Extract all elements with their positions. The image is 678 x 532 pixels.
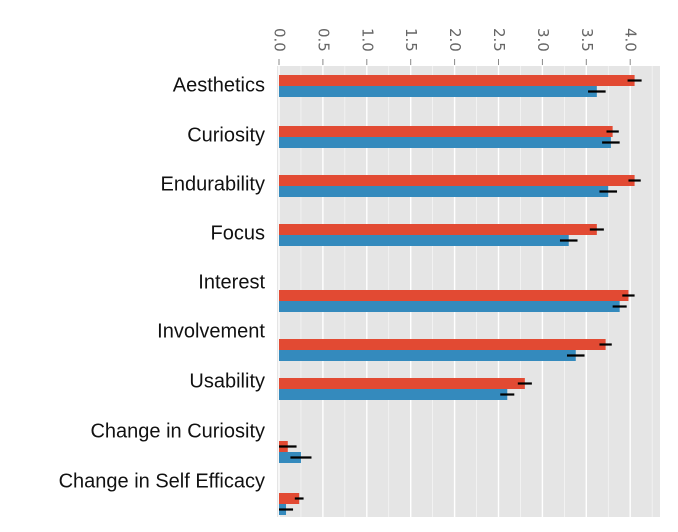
bar — [279, 75, 635, 86]
bar — [279, 339, 606, 350]
category-label: Change in Self Efficacy — [59, 470, 265, 492]
category-label: Endurability — [160, 173, 265, 195]
x-tick-label: 4.0 — [622, 28, 640, 52]
bar — [279, 290, 629, 301]
x-tick-label: 2.5 — [490, 28, 508, 52]
category-label: Focus — [211, 222, 265, 244]
category-label: Usability — [189, 370, 265, 392]
bar — [279, 175, 635, 186]
bar — [279, 378, 525, 389]
x-tick-label: 0.5 — [314, 28, 332, 52]
bar — [279, 224, 597, 235]
x-tick-label: 3.5 — [578, 28, 596, 52]
category-label: Involvement — [157, 320, 265, 342]
bar — [279, 350, 576, 361]
category-label: Interest — [198, 271, 265, 293]
bar — [279, 86, 597, 97]
x-tick-label: 1.0 — [358, 28, 376, 52]
bar — [279, 126, 613, 137]
bar — [279, 301, 620, 312]
category-label: Aesthetics — [173, 74, 265, 96]
x-tick-label: 3.0 — [534, 28, 552, 52]
x-tick-label: 1.5 — [402, 28, 420, 52]
category-label: Change in Curiosity — [90, 420, 265, 442]
category-label: Curiosity — [187, 124, 265, 146]
x-tick-label: 0.0 — [271, 28, 289, 52]
bar — [279, 452, 301, 463]
x-tick-label: 2.0 — [446, 28, 464, 52]
bar — [279, 137, 611, 148]
bar — [279, 186, 609, 197]
bar — [279, 493, 300, 504]
bar — [279, 389, 508, 400]
bar — [279, 235, 569, 246]
